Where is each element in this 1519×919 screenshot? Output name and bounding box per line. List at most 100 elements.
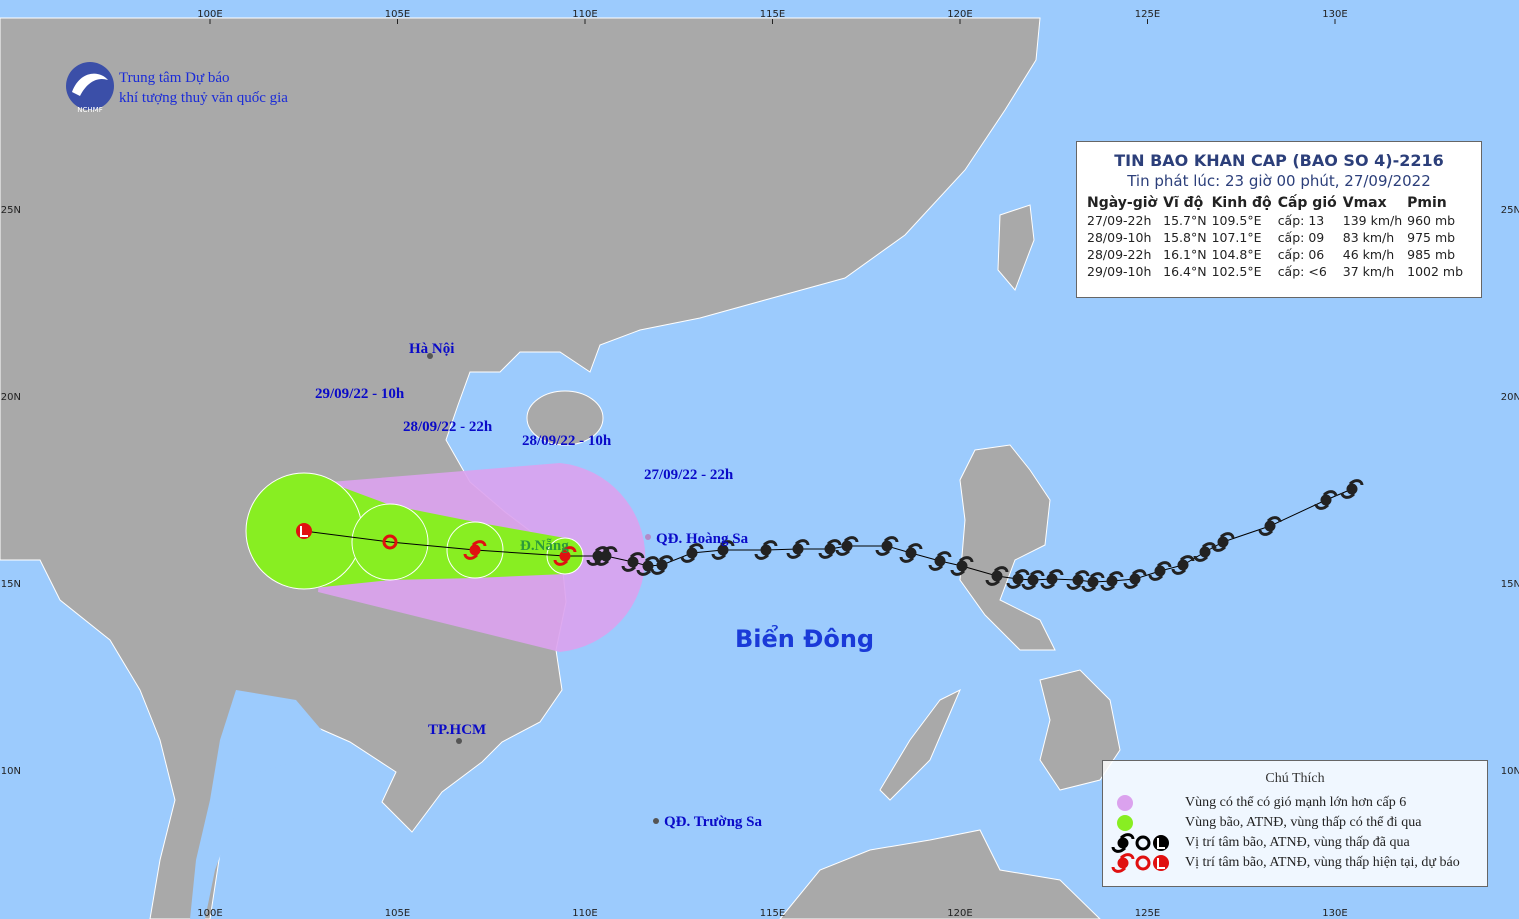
table-row: 27/09-22h 15.7°N 109.5°E cấp: 13 139 km/h 960… (1085, 213, 1466, 230)
table-cell: 16.4°N (1163, 264, 1207, 279)
table-cell: cấp: 09 (1277, 230, 1325, 245)
logo-mark (72, 73, 108, 96)
table-cell: 28/09-10h (1087, 230, 1152, 245)
track-label: 28/09/22 - 10h (522, 433, 612, 449)
lat-label: 20N (1501, 392, 1519, 403)
forecast-table: Ngày-giờ Vĩ độ Kinh độ Cấp gió Vmax Pmin 27/09… (1085, 195, 1466, 281)
org-name: khí tượng thuỷ văn quốc gia (119, 90, 288, 106)
table-cell: 139 km/h (1342, 213, 1403, 228)
lon-label: 100E (197, 9, 222, 20)
lat-label: 20N (1, 392, 21, 403)
legend-icons (1111, 795, 1169, 873)
table-cell: 46 km/h (1342, 247, 1395, 262)
legend-title: Chú Thích (1265, 771, 1325, 786)
lon-label: 130E (1322, 9, 1347, 20)
place-label: TP.HCM (428, 722, 486, 738)
luzon (959, 444, 1056, 651)
island-dot (653, 818, 659, 824)
lat-label: 10N (1, 766, 21, 777)
place-label: Hà Nội (409, 341, 454, 357)
hainan (526, 390, 604, 446)
taiwan (997, 204, 1035, 291)
table-cell: cấp: 06 (1277, 247, 1325, 262)
track-label: 27/09/22 - 22h (644, 467, 734, 483)
table-cell: 985 mb (1407, 247, 1456, 262)
track-line (303, 488, 1353, 583)
lon-label: 105E (385, 908, 410, 919)
legend-icon (1117, 795, 1133, 811)
land-mainland (0, 17, 1041, 919)
bulletin: TIN BAO KHAN CAP (BAO SO 4)-2216 Tin phá… (1076, 141, 1482, 298)
axis-labels: 100E 100E 105E 105E 110E 110E 115E 115E 120E 120E… (1, 9, 1519, 919)
table-cell: 102.5°E (1211, 264, 1262, 279)
bulletin-title: TIN BAO KHAN CAP (BAO SO 4)-2216 (1114, 151, 1444, 170)
storm-track (296, 479, 1364, 592)
table-cell: 27/09-22h (1087, 213, 1152, 228)
lon-label: 100E (197, 908, 222, 919)
forecast-position (382, 534, 398, 550)
legend-icon (1111, 853, 1135, 873)
city-dot (427, 353, 433, 359)
lat-label: 15N (1501, 579, 1519, 590)
table-cell: 28/09-22h (1087, 247, 1152, 262)
place-label: QĐ. Trường Sa (664, 814, 763, 830)
lon-label: 125E (1135, 9, 1160, 20)
places: Hà Nội TP.HCM Đ.Nẵng QĐ. Hoàng Sa QĐ. Tr… (315, 341, 874, 830)
lat-label: 25N (1, 205, 21, 216)
place-label: Đ.Nẵng (520, 538, 569, 554)
lon-label: 130E (1322, 908, 1347, 919)
lon-label: 125E (1135, 908, 1160, 919)
table-cell: 107.1°E (1211, 230, 1262, 245)
legend-icon (1157, 838, 1165, 849)
gulf-thailand (190, 690, 330, 919)
table-cell: cấp: <6 (1277, 264, 1327, 279)
legend-item: Vùng bão, ATNĐ, vùng thấp có thể đi qua (1185, 815, 1422, 830)
place-label: QĐ. Hoàng Sa (656, 531, 749, 547)
column-header: Ngày-giờ (1087, 195, 1158, 211)
city-dot (456, 738, 462, 744)
legend-item: Vùng có thể có gió mạnh lớn hơn cấp 6 (1185, 795, 1407, 810)
lon-label: 120E (947, 908, 972, 919)
forecast-position (300, 526, 308, 537)
table-row: 28/09-10h 15.8°N 107.1°E cấp: 09 83 km/h 975 … (1085, 230, 1466, 247)
column-header: Cấp gió (1277, 195, 1337, 211)
legend-icon (1135, 855, 1151, 871)
legend-item: Vị trí tâm bão, ATNĐ, vùng thấp đã qua (1185, 835, 1410, 850)
table-cell: 16.1°N (1163, 247, 1207, 262)
table-cell: 975 mb (1407, 230, 1456, 245)
column-header: Vĩ độ (1163, 195, 1204, 211)
lon-label: 105E (385, 9, 410, 20)
legend-icon (1117, 815, 1133, 831)
track-label: 28/09/22 - 22h (403, 419, 493, 435)
lon-label: 110E (572, 908, 597, 919)
table-cell: 960 mb (1407, 213, 1456, 228)
legend-icon (1111, 833, 1135, 853)
legend: Chú Thích Vùng có thể có gió mạnh lớn hơ… (1102, 760, 1488, 887)
legend-icon (1135, 835, 1151, 851)
island-dot (645, 534, 651, 540)
bulletin-issued: Tin phát lúc: 23 giờ 00 phút, 27/09/2022 (1127, 172, 1431, 190)
table-cell: 109.5°E (1211, 213, 1262, 228)
palawan (879, 688, 961, 801)
sea-label: Biển Đông (735, 623, 874, 653)
column-header: Vmax (1342, 195, 1387, 211)
table-row: 28/09-22h 16.1°N 104.8°E cấp: 06 46 km/h 985 … (1085, 247, 1466, 264)
legend-item: Vị trí tâm bão, ATNĐ, vùng thấp hiện tại… (1185, 855, 1460, 870)
table-cell: 29/09-10h (1087, 264, 1152, 279)
logo-circle (66, 62, 114, 110)
lat-label: 10N (1501, 766, 1519, 777)
lon-label: 120E (947, 9, 972, 20)
column-header: Pmin (1407, 195, 1447, 211)
table-row: 29/09-10h 16.4°N 102.5°E cấp: <6 37 km/h 1002… (1085, 264, 1466, 281)
table-cell: 15.8°N (1163, 230, 1207, 245)
table-cell: 1002 mb (1407, 264, 1464, 279)
org-name: Trung tâm Dự báo (119, 70, 230, 86)
column-header: Kinh độ (1211, 195, 1272, 211)
lat-label: 25N (1501, 205, 1519, 216)
lon-label: 110E (572, 9, 597, 20)
lon-label: 115E (760, 908, 785, 919)
table-body: 27/09-22h 15.7°N 109.5°E cấp: 13 139 km/h 960… (1085, 213, 1466, 281)
mindanao (1039, 669, 1121, 791)
borneo (779, 829, 1101, 919)
